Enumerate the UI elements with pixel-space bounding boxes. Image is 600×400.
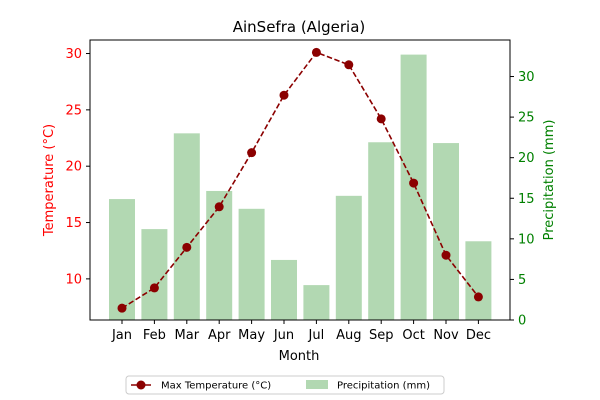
x-tick-label: Jul — [308, 328, 325, 343]
temperature-point — [117, 303, 127, 313]
x-tick-label: Aug — [336, 328, 361, 343]
x-tick-label: Mar — [175, 328, 200, 343]
temperature-point — [311, 47, 321, 57]
y-right-tick-label: 25 — [518, 111, 535, 126]
legend-frame — [125, 375, 445, 395]
precipitation-bar — [141, 229, 168, 320]
x-axis-label: Month — [279, 349, 320, 364]
y-left-tick-label: 10 — [65, 272, 82, 287]
y-axis-left-label: Temperature (°C) — [42, 124, 57, 237]
x-tick-label: Jun — [273, 328, 294, 343]
precipitation-bar — [238, 208, 265, 320]
temperature-point — [473, 292, 483, 302]
legend-entry-precipitation: Precipitation (mm) — [337, 381, 430, 392]
temperature-point — [182, 242, 192, 252]
x-tick-label: May — [238, 328, 265, 343]
precipitation-bar — [173, 133, 200, 320]
x-tick-label: Dec — [466, 328, 491, 343]
legend-bar-swatch — [306, 380, 328, 389]
temperature-point — [344, 60, 354, 70]
x-tick-label: Sep — [369, 328, 394, 343]
precipitation-bar — [433, 143, 459, 320]
legend-line-marker — [136, 380, 146, 390]
precipitation-bar — [109, 199, 135, 320]
y-right-tick-label: 5 — [518, 273, 526, 288]
temperature-point — [441, 250, 451, 260]
temperature-series-line — [121, 51, 480, 309]
temperature-point — [214, 202, 224, 212]
y-left-tick-label: 20 — [65, 160, 82, 175]
y-right-tick-label: 15 — [518, 192, 535, 207]
y-right-tick-label: 30 — [518, 70, 535, 85]
precipitation-bar — [368, 142, 395, 320]
axes: Jan Feb Mar Apr May Jun Jul Aug Sep Oct Nov Dec 10 15… — [65, 39, 535, 343]
precipitation-bar — [303, 285, 330, 320]
legend: Max Temperature (°C) Precipitation (mm) — [125, 375, 445, 395]
precipitation-bar — [465, 241, 492, 320]
y-right-tick-label: 10 — [518, 232, 535, 247]
precipitation-bar — [335, 195, 362, 320]
precipitation-bars — [109, 54, 492, 320]
plot-frame — [89, 39, 511, 321]
temperature-point — [376, 114, 386, 124]
y-axis-right-label: Precipitation (mm) — [542, 120, 557, 241]
y-left-tick-label: 15 — [65, 216, 82, 231]
temperature-line — [117, 47, 483, 313]
temperature-point — [149, 283, 159, 293]
temperature-point — [279, 90, 289, 100]
y-right-tick-label: 20 — [518, 151, 535, 166]
y-left-tick-label: 25 — [65, 103, 82, 118]
y-right-tick-label: 0 — [518, 314, 526, 329]
precipitation-bar — [206, 190, 233, 320]
temperature-point — [409, 178, 419, 188]
x-tick-label: Feb — [143, 328, 166, 343]
chart-title: AinSefra (Algeria) — [233, 18, 366, 36]
x-tick-label: Apr — [208, 328, 231, 343]
x-tick-label: Oct — [402, 328, 424, 343]
x-tick-label: Nov — [433, 328, 459, 343]
legend-entry-temperature: Max Temperature (°C) — [161, 381, 271, 392]
y-left-tick-label: 30 — [65, 47, 82, 62]
temperature-point — [247, 148, 257, 158]
precipitation-bar — [271, 259, 297, 320]
x-tick-label: Jan — [111, 328, 132, 343]
